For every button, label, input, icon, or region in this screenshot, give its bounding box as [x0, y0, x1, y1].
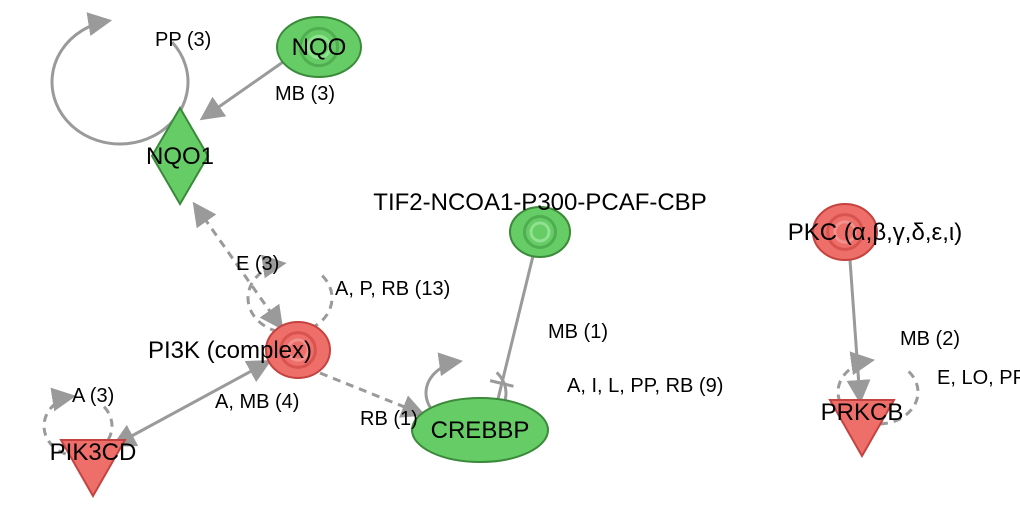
selfloop-label: A (3): [72, 385, 114, 407]
edges-layer: [115, 62, 860, 445]
selfloop-label: A, I, L, PP, RB (9): [567, 375, 723, 397]
node-label: NQO1: [146, 143, 214, 170]
selfloop-label: E, LO, PP, T (7): [937, 367, 1020, 389]
node-label: PKC (α,β,γ,δ,ε,ι): [788, 219, 962, 246]
edge-line: [203, 62, 283, 118]
node-label: TIF2-NCOA1-P300-PCAF-CBP: [373, 189, 706, 216]
selfloop-label: PP (3): [155, 29, 211, 51]
edge-label: MB (2): [900, 328, 960, 350]
network-diagram: MB (3) E (3) RB (1) A, MB (4) MB (1) MB (2) PP…: [0, 0, 1020, 520]
edge-label: A, MB (4): [215, 391, 299, 413]
edge-label: E (3): [236, 253, 279, 275]
edge-PKC_PRKCB: [850, 260, 860, 400]
selfloop-label: A, P, RB (13): [335, 278, 450, 300]
edge-TIF2_CREBBP: [490, 256, 533, 399]
node-label: PRKCB: [821, 399, 904, 426]
edge-line: [498, 256, 533, 399]
node-label: PI3K (complex): [148, 337, 312, 364]
node-label: PIK3CD: [50, 439, 137, 466]
node-label: CREBBP: [431, 417, 530, 444]
node-label: NQO: [292, 34, 347, 61]
edge-label: MB (1): [548, 321, 608, 343]
edge-label: MB (3): [275, 83, 335, 105]
edge-NQO_NQO1: [203, 62, 283, 118]
edge-label: RB (1): [360, 408, 418, 430]
edge-line: [850, 260, 860, 400]
